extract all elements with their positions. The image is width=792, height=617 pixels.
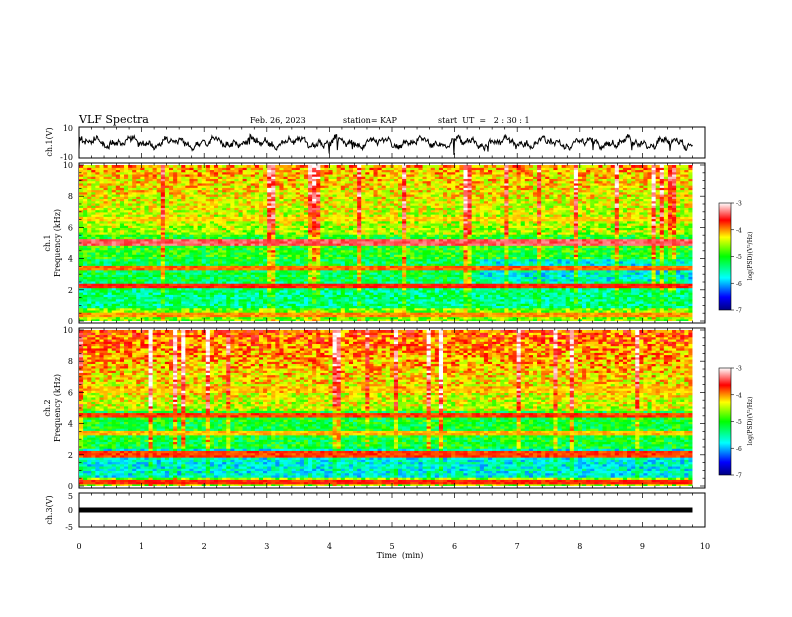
ch1-ytick-top: 10 — [63, 124, 73, 133]
station-label: station= KAP — [343, 116, 398, 125]
ch1-ylabel: ch.1(V) — [45, 127, 54, 156]
ch1-waveform-panel: 10 -10 ch.1(V) — [45, 124, 705, 162]
date-label: Feb. 26, 2023 — [250, 116, 306, 125]
figure-title: VLF Spectra — [78, 113, 149, 126]
ch1-spectrogram-image — [79, 163, 705, 323]
start-ut-label: start UT = 2 : 30 : 1 — [438, 116, 530, 125]
